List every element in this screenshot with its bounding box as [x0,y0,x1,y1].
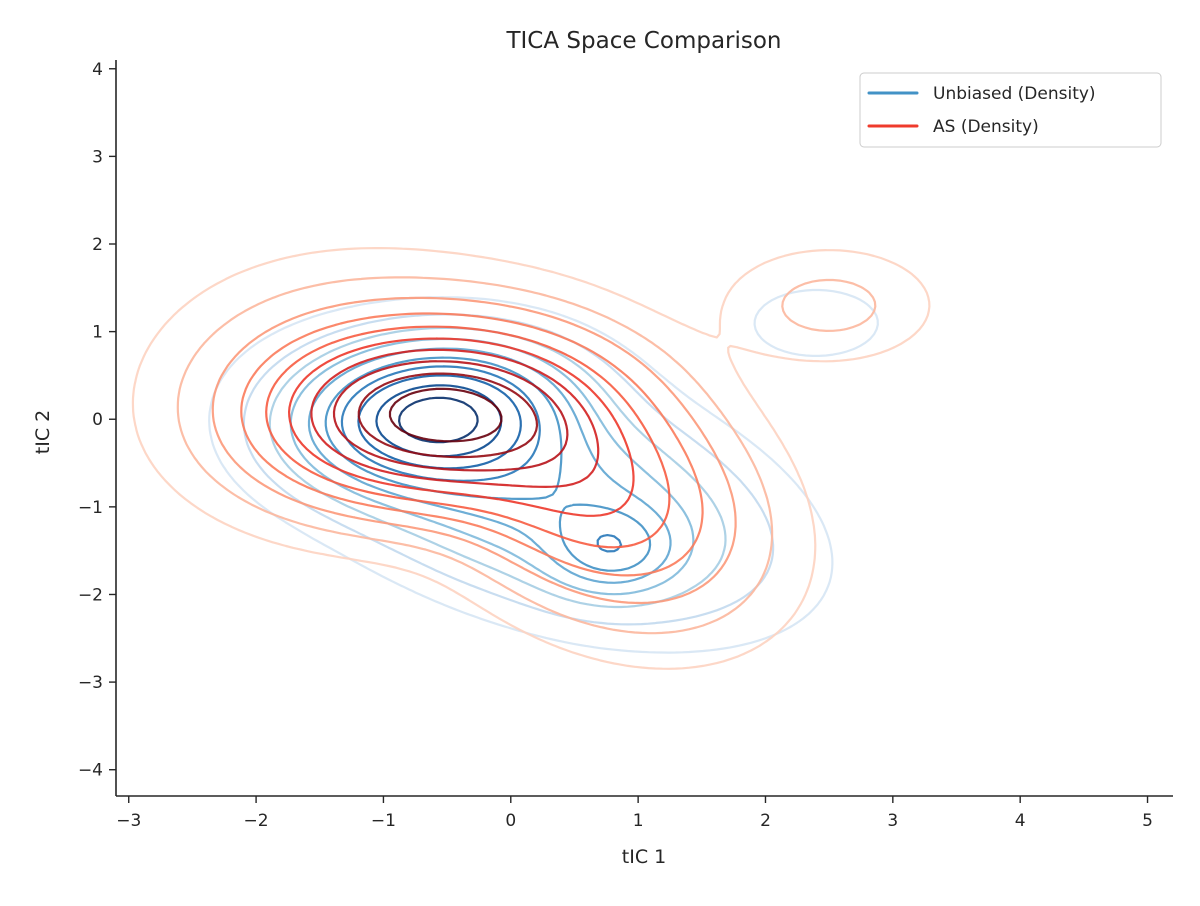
y-tick-label: −4 [78,761,103,781]
contour-level [265,325,671,549]
y-tick-label: −2 [78,585,103,605]
contour-level [357,372,539,459]
contour-series-as [131,247,931,670]
x-tick-label: 3 [887,811,898,831]
contour-level [131,247,931,670]
contour-level [211,296,737,605]
contour-series-unbiased [208,288,879,654]
contour-level [288,337,635,517]
y-tick-label: 2 [92,235,103,255]
legend-label-as: AS (Density) [933,117,1039,137]
y-tick-label: 1 [92,323,103,343]
contour-level [332,360,569,472]
contour-level [307,347,672,584]
x-tick-label: −3 [116,811,141,831]
legend: Unbiased (Density) AS (Density) [859,72,1162,148]
contour-level [310,348,600,488]
chart-title: TICA Space Comparison [505,28,781,54]
y-tick-label: 4 [92,60,103,80]
x-tick-label: −2 [244,811,269,831]
x-tick-label: −1 [371,811,396,831]
y-tick-label: 0 [92,410,103,430]
x-tick-label: 4 [1015,811,1026,831]
contour-level [375,384,503,458]
x-tick-label: 0 [505,811,516,831]
x-axis-title: tIC 1 [622,846,666,868]
x-tick-label: 2 [760,811,771,831]
contour-level [340,365,623,553]
contour-level [324,356,652,572]
y-tick-label: 3 [92,147,103,167]
contour-level [289,337,695,596]
y-tick-label: −3 [78,673,103,693]
contour-layer [131,247,931,670]
axes: −3 −2 −1 0 1 2 3 4 5 −4 −3 −2 −1 0 1 2 3 4 [78,60,1173,831]
contour-level [388,387,503,443]
legend-label-unbiased: Unbiased (Density) [933,84,1096,104]
contour-level [240,312,704,577]
x-tick-label: 1 [633,811,644,831]
x-tick-label: 5 [1142,811,1153,831]
y-tick-label: −1 [78,498,103,518]
contour-level [176,276,877,635]
y-axis-title: tIC 2 [32,410,54,454]
legend-box [859,72,1162,148]
